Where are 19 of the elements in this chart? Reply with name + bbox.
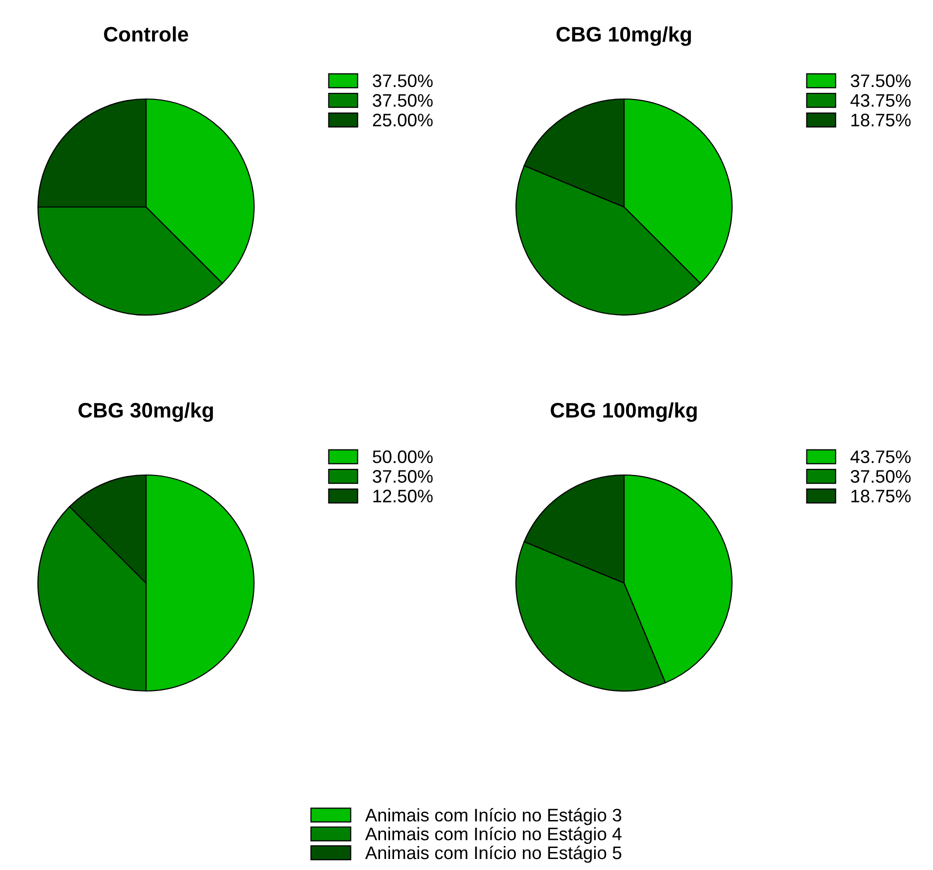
category-label: Animais com Início no Estágio 3	[365, 808, 622, 826]
chart-title: Controle	[104, 26, 188, 42]
legend-label: 18.75%	[851, 490, 911, 502]
category-label: Animais com Início no Estágio 5	[365, 846, 622, 863]
legend-label: 43.75%	[850, 450, 911, 464]
legend-label: 18.75%	[851, 114, 911, 126]
legend-label: 50.00%	[372, 450, 433, 464]
chart-title: CBG 30mg/kg	[78, 402, 213, 422]
chart-title: CBG 100mg/kg	[550, 402, 697, 422]
legend-label: 37.50%	[372, 74, 433, 88]
chart-title: CBG 10mg/kg	[556, 26, 691, 46]
legend-label: 25.00%	[372, 114, 433, 126]
legend-label: 37.50%	[372, 94, 433, 107]
legend-label: 43.75%	[850, 94, 911, 107]
legend-label: 37.50%	[850, 470, 911, 483]
category-label: Animais com Início no Estágio 4	[365, 826, 622, 844]
legend-label: 12.50%	[373, 490, 433, 502]
legend-label: 37.50%	[372, 470, 433, 483]
legend-label: 37.50%	[850, 74, 911, 88]
